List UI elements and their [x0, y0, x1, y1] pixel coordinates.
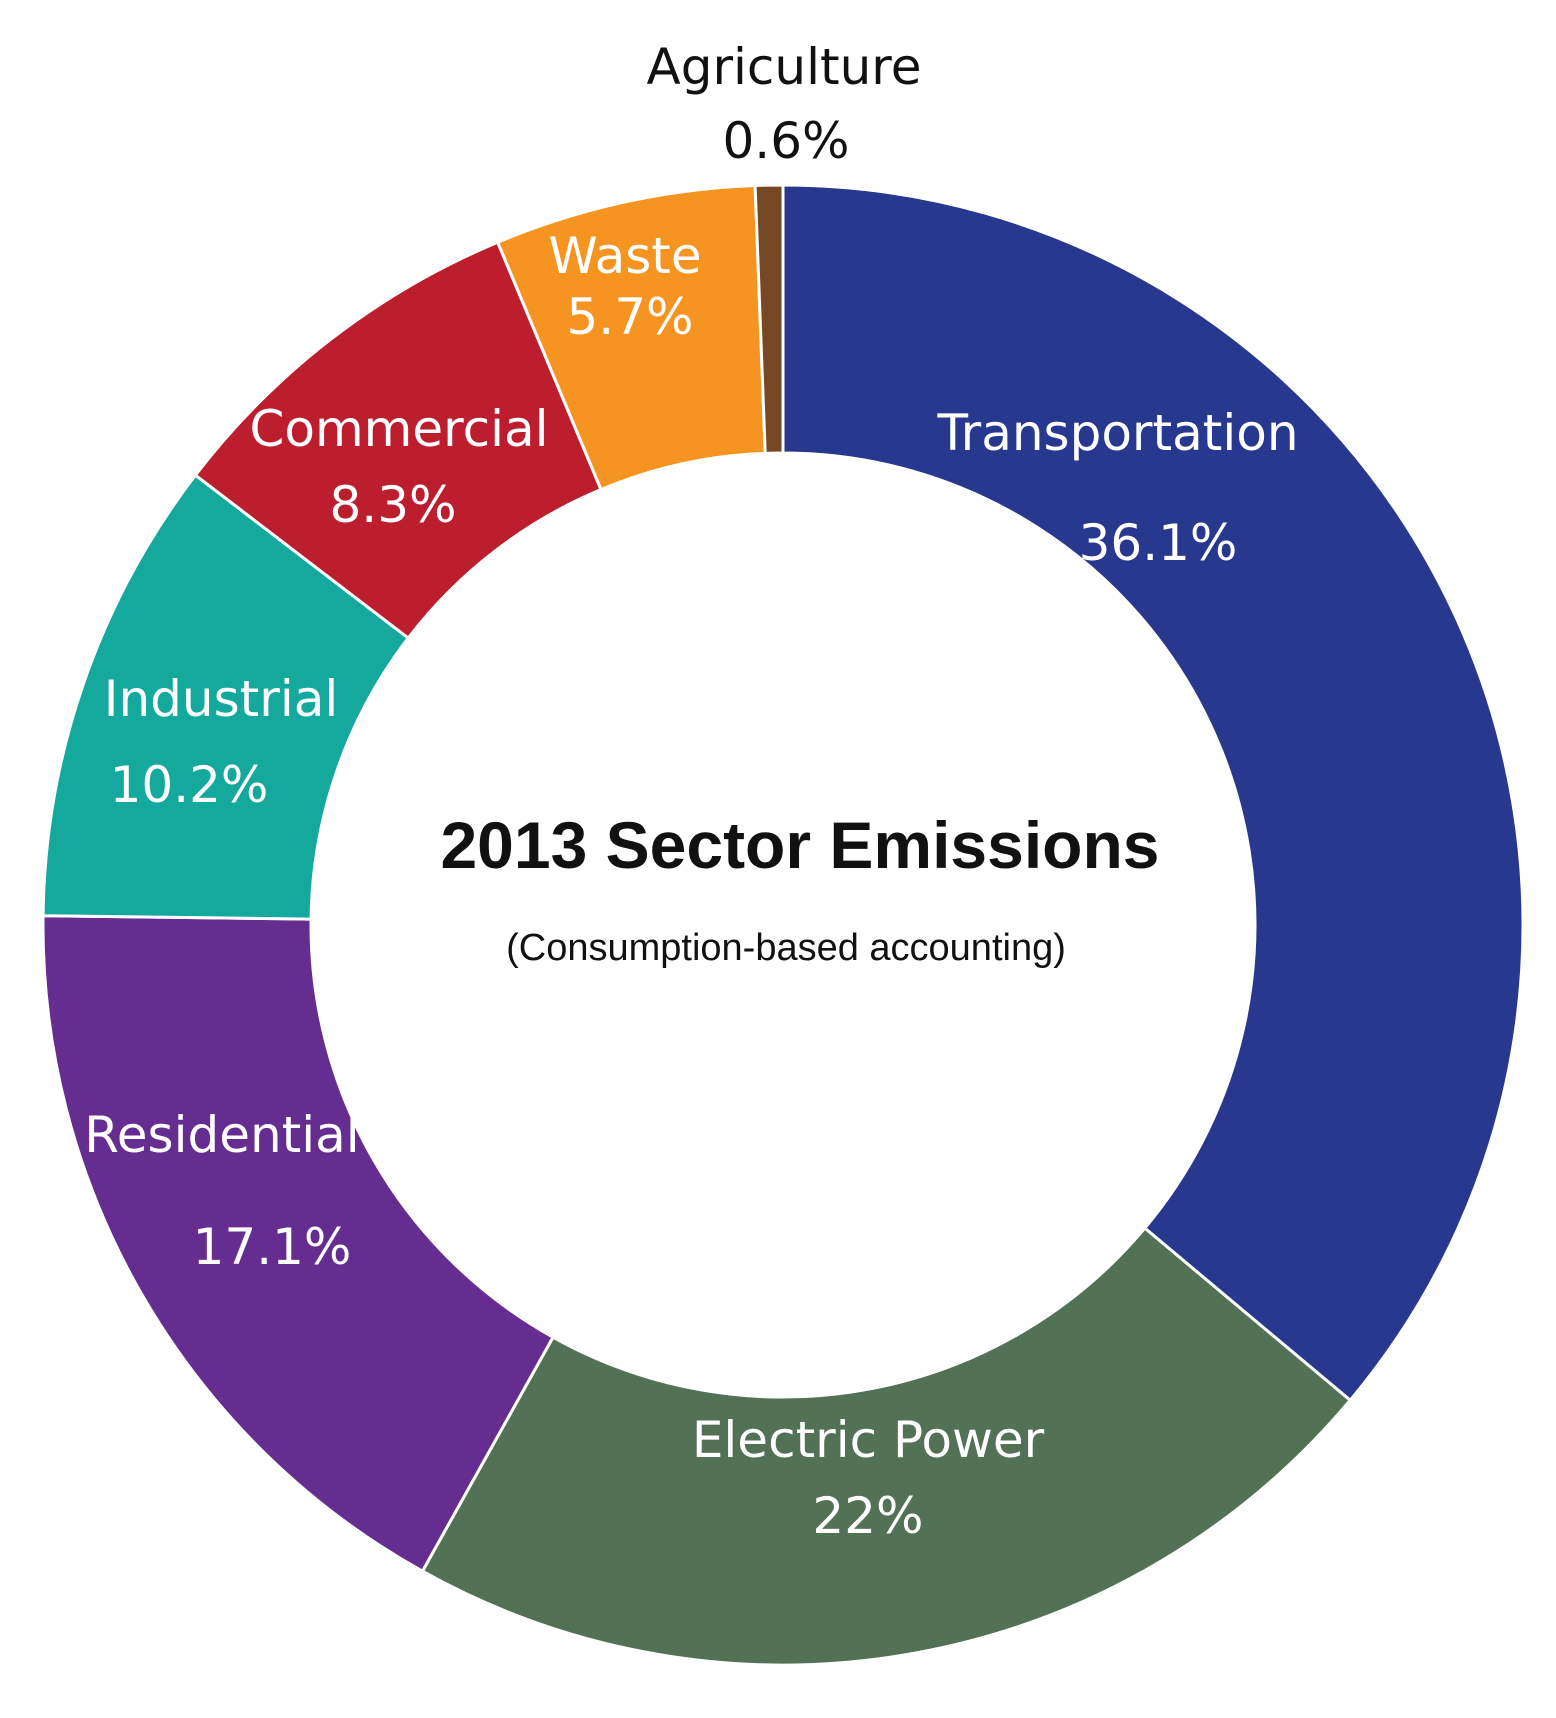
slice-value-industrial: 10.2%: [110, 756, 269, 814]
slice-label-waste: Waste: [548, 227, 701, 285]
slice-transportation: [781, 183, 1525, 1403]
chart-subtitle: (Consumption-based accounting): [506, 927, 1066, 969]
slice-label-agriculture: Agriculture: [647, 38, 922, 96]
chart-title: 2013 Sector Emissions: [440, 808, 1159, 882]
slice-value-agriculture: 0.6%: [722, 112, 849, 170]
slice-residential: [41, 914, 556, 1574]
slice-value-electric-power: 22%: [812, 1487, 923, 1545]
slice-electric-power: [420, 1226, 1353, 1667]
slice-value-transportation: 36.1%: [1079, 514, 1238, 572]
slice-label-residential: Residential: [84, 1106, 359, 1164]
slice-value-residential: 17.1%: [193, 1218, 352, 1276]
slice-label-industrial: Industrial: [104, 670, 339, 728]
slice-label-commercial: Commercial: [249, 400, 548, 458]
slice-label-electric-power: Electric Power: [692, 1411, 1045, 1469]
slice-label-transportation: Transportation: [936, 404, 1298, 462]
donut-slices: [41, 183, 1525, 1667]
slice-value-waste: 5.7%: [566, 288, 693, 346]
slice-value-commercial: 8.3%: [329, 476, 456, 534]
slice-labels: Transportation 36.1% Electric Power 22% Resi…: [84, 38, 1298, 1545]
slice-agriculture: [753, 183, 785, 455]
